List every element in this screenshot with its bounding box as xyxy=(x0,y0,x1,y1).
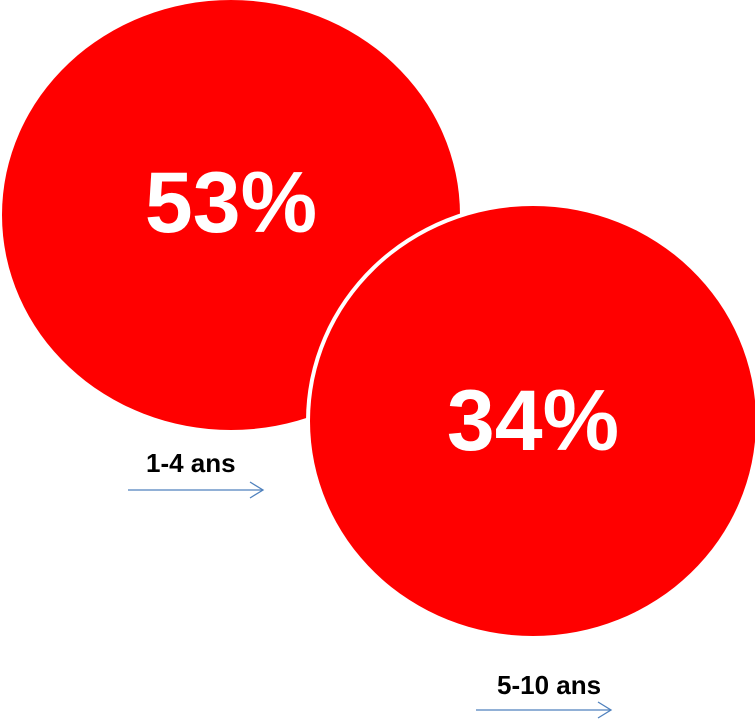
arrow-right-icon xyxy=(128,481,265,499)
category-label-1-4-ans: 1-4 ans xyxy=(146,448,236,478)
bubble-1-4-ans: 53% xyxy=(2,0,460,430)
bubble-value-5-10-ans: 34% xyxy=(446,373,620,469)
category-label-5-10-ans: 5-10 ans xyxy=(497,670,602,700)
bubble-5-10-ans: 34% xyxy=(310,206,755,636)
arrow-right-icon xyxy=(476,701,613,719)
bubble-value-1-4-ans: 53% xyxy=(144,155,318,251)
